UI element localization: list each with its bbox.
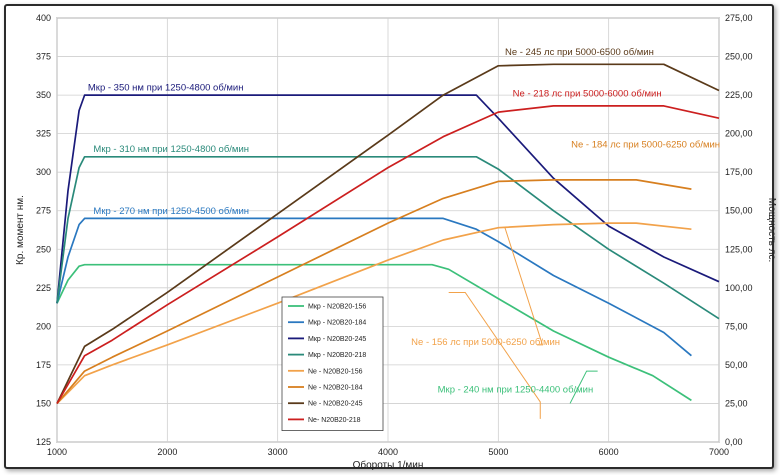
y-axis-left-label: Кр. момент нм. bbox=[15, 195, 26, 265]
y-left-tick-label: 325 bbox=[36, 129, 51, 139]
annotation-0: Мкр - 350 нм при 1250-4800 об/мин bbox=[88, 82, 244, 93]
annotation-2: Мкр - 270 нм при 1250-4500 об/мин bbox=[93, 206, 249, 217]
callout-ne156 bbox=[504, 227, 544, 346]
y-right-tick-label: 100,00 bbox=[725, 283, 753, 293]
y-right-tick-label: 150,00 bbox=[725, 206, 753, 216]
x-tick-label: 4000 bbox=[378, 447, 398, 457]
y-right-tick-label: 0,00 bbox=[725, 437, 743, 447]
annotation-6: Ne - 156 лс при 5000-6250 об/мин bbox=[411, 337, 560, 348]
y-left-tick-label: 200 bbox=[36, 321, 51, 331]
y-axis-right-label: Мощность лс. bbox=[766, 198, 777, 263]
y-right-tick-label: 25,00 bbox=[725, 398, 748, 408]
y-right-tick-label: 225,00 bbox=[725, 90, 753, 100]
y-left-tick-label: 175 bbox=[36, 360, 51, 370]
annotation-4: Ne - 218 лс при 5000-6000 об/мин bbox=[513, 89, 662, 100]
y-left-tick-label: 400 bbox=[36, 13, 51, 23]
x-tick-label: 1000 bbox=[47, 447, 67, 457]
series-line-4 bbox=[56, 222, 692, 405]
x-tick-label: 2000 bbox=[157, 447, 177, 457]
callout-lines bbox=[448, 227, 598, 419]
y-left-tick-label: 350 bbox=[36, 90, 51, 100]
legend-box bbox=[281, 296, 384, 432]
legend-entry: Ne - N20B20-156 bbox=[308, 368, 363, 375]
series-line-6 bbox=[56, 63, 720, 404]
legend-entry: Мкр - N20B20-184 bbox=[308, 320, 366, 327]
y-left-tick-label: 150 bbox=[36, 398, 51, 408]
series-line-7 bbox=[56, 105, 720, 404]
x-tick-label: 7000 bbox=[709, 447, 729, 457]
x-tick-label: 5000 bbox=[488, 447, 508, 457]
y-right-tick-label: 200,00 bbox=[725, 129, 753, 139]
grid-lines bbox=[56, 17, 720, 443]
callout-ne156-2 bbox=[448, 291, 541, 419]
annotation-7: Мкр - 240 нм при 1250-4400 об/мин bbox=[438, 385, 594, 396]
y-right-tick-label: 275,00 bbox=[725, 13, 753, 23]
annotation-1: Мкр - 310 нм при 1250-4800 об/мин bbox=[93, 144, 249, 155]
legend-entry: Мкр - N20B20-245 bbox=[308, 336, 366, 343]
legend-entry: Мкр - N20B20-156 bbox=[308, 304, 366, 311]
y-left-tick-label: 300 bbox=[36, 167, 51, 177]
legend: Мкр - N20B20-156 Мкр - N20B20-184 Мкр - N2… bbox=[281, 296, 384, 432]
y-left-tick-label: 125 bbox=[36, 437, 51, 447]
y-right-tick-label: 75,00 bbox=[725, 321, 748, 331]
legend-entry: Ne- N20B20-218 bbox=[308, 417, 361, 424]
series-line-2 bbox=[56, 94, 720, 304]
y-left-tick-label: 375 bbox=[36, 52, 51, 62]
series-line-3 bbox=[56, 155, 720, 320]
x-tick-label: 3000 bbox=[268, 447, 288, 457]
x-axis-label: Обороты 1/мин bbox=[353, 459, 424, 471]
y-right-tick-label: 50,00 bbox=[725, 360, 748, 370]
annotation-3: Ne - 245 лс при 5000-6500 об/мин bbox=[505, 47, 654, 58]
legend-entry: Ne - N20B20-184 bbox=[308, 385, 363, 392]
y-right-tick-label: 175,00 bbox=[725, 167, 753, 177]
y-right-tick-label: 125,00 bbox=[725, 244, 753, 254]
y-left-tick-label: 275 bbox=[36, 206, 51, 216]
y-left-tick-label: 225 bbox=[36, 283, 51, 293]
legend-entry: Ne - N20B20-245 bbox=[308, 401, 363, 408]
series-group bbox=[56, 63, 720, 405]
tick-labels: 125 150 175 200 225 250 275 300 325 350 375 400 0,00… bbox=[36, 13, 753, 457]
y-right-tick-label: 250,00 bbox=[725, 52, 753, 62]
annotation-5: Ne - 184 лс при 5000-6250 об/мин bbox=[571, 140, 720, 151]
y-left-tick-label: 250 bbox=[36, 244, 51, 254]
series-line-0 bbox=[56, 263, 692, 402]
x-tick-label: 6000 bbox=[599, 447, 619, 457]
legend-entry: Мкр - N20B20-218 bbox=[308, 352, 366, 359]
callout-m240 bbox=[569, 370, 598, 404]
series-line-1 bbox=[56, 217, 692, 357]
annotations: Мкр - 350 нм при 1250-4800 об/мин Мкр - 3… bbox=[88, 47, 720, 396]
series-line-5 bbox=[56, 179, 692, 405]
